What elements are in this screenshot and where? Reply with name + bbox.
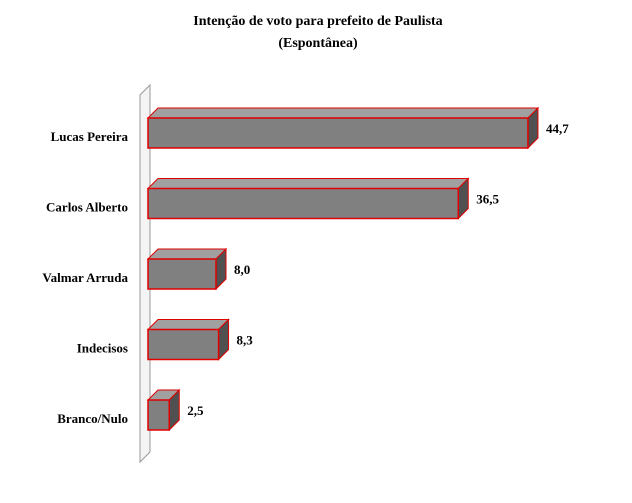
- bar-top: [146, 248, 228, 260]
- category-label: Carlos Alberto: [46, 199, 128, 214]
- bar: [147, 328, 220, 361]
- value-label: 2,5: [187, 403, 204, 418]
- chart-subtitle: (Espontânea): [278, 36, 358, 51]
- bar: [147, 399, 170, 431]
- back-wall: [139, 83, 151, 464]
- category-label: Lucas Pereira: [51, 129, 129, 144]
- value-label: 8,0: [234, 262, 250, 277]
- bar: [147, 258, 217, 290]
- value-label: 44,7: [546, 121, 569, 136]
- value-label: 36,5: [476, 191, 499, 206]
- bar: [147, 117, 529, 149]
- category-label: Indecisos: [77, 340, 128, 355]
- chart-title: Intenção de voto para prefeito de Paulis…: [193, 14, 442, 29]
- bar-top: [146, 319, 230, 330]
- category-label: Branco/Nulo: [57, 411, 128, 426]
- value-label: 8,3: [237, 332, 254, 347]
- category-label: Valmar Arruda: [42, 270, 128, 285]
- bar-top: [146, 107, 540, 119]
- bar-top: [146, 178, 470, 189]
- bar: [147, 187, 459, 220]
